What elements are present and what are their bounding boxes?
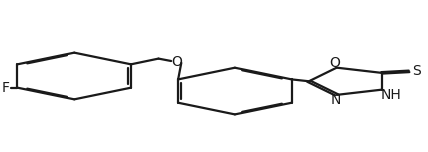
Text: N: N [331,93,341,107]
Text: O: O [329,56,340,70]
Text: S: S [412,64,421,78]
Text: O: O [171,55,181,69]
Text: NH: NH [380,88,401,102]
Text: F: F [2,81,10,95]
